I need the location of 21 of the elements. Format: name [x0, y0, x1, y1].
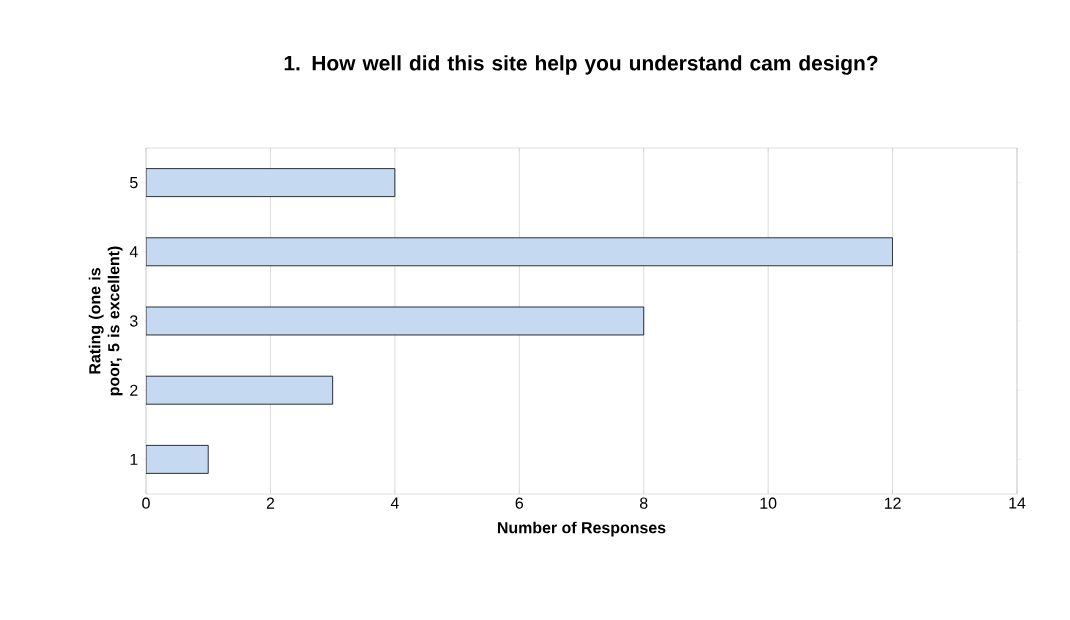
x-tick-label: 14 [1009, 497, 1026, 509]
bar [146, 168, 396, 197]
y-tick-label: 5 [130, 177, 138, 189]
x-tick-label: 8 [639, 497, 648, 509]
x-tick-label: 4 [390, 497, 399, 509]
y-tick-label: 2 [130, 384, 138, 396]
bar [146, 444, 209, 474]
y-tick-label: 3 [129, 315, 138, 327]
x-tick-label: 2 [266, 497, 275, 509]
bar [146, 306, 645, 336]
x-axis-title: Number of Responses [497, 521, 666, 537]
y-tick-label: 4 [129, 246, 138, 258]
chart-title: 1. How well did this site help you understand cam design? [284, 55, 878, 75]
y-axis-title: Rating (one is poor, 5 is excellent) [88, 246, 123, 396]
y-tick-label: 1 [130, 453, 138, 465]
x-tick-label: 6 [515, 497, 524, 509]
bar [146, 237, 893, 267]
x-tick-label: 12 [884, 497, 901, 509]
x-tick-label: 10 [760, 497, 777, 509]
x-tick-label: 0 [142, 497, 150, 509]
bar [146, 375, 334, 405]
